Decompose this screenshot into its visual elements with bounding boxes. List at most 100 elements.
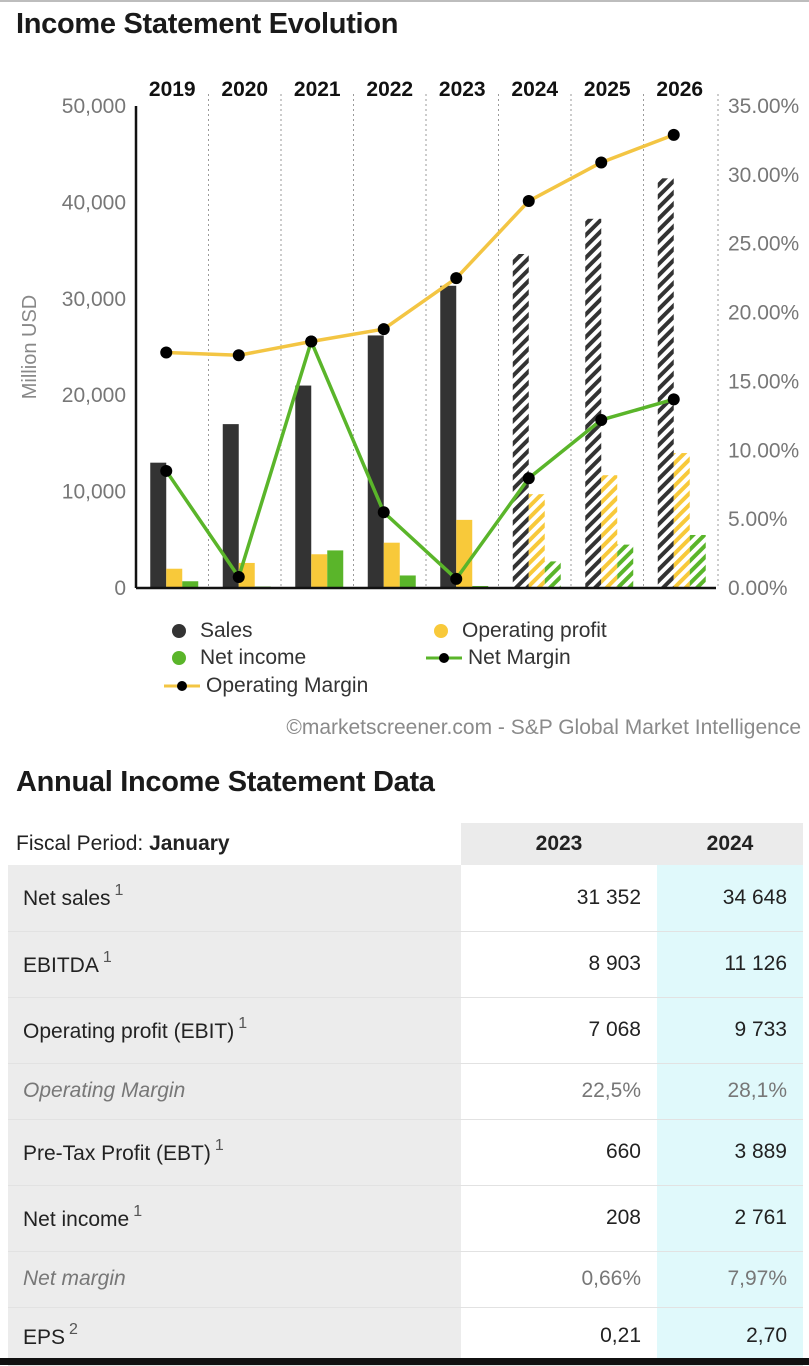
value-2024: 2 761 [657, 1185, 803, 1252]
sales-bar [657, 178, 674, 589]
operating-profit-bar [528, 494, 545, 588]
legend-operating-profit-swatch [434, 624, 448, 638]
y-tick-label: 0 [114, 577, 126, 600]
footnote-marker: 1 [114, 882, 124, 900]
top-divider [0, 0, 809, 2]
value-2024: 9 733 [657, 997, 803, 1064]
sales-bar [295, 385, 312, 588]
value-2024: 34 648 [657, 865, 803, 932]
y2-tick-label: 15.00% [728, 370, 799, 393]
value-2023: 208 [461, 1185, 657, 1252]
net-income-bar [182, 581, 199, 588]
legend-net-income-swatch [172, 651, 186, 665]
value-2023: 660 [461, 1119, 657, 1186]
y2-tick-label: 10.00% [728, 439, 799, 462]
operating-profit-bar [673, 453, 690, 588]
legend-operating-profit-label: Operating profit [462, 619, 607, 642]
x-tick-label: 2026 [656, 78, 703, 101]
table-row: Operating profit (EBIT) 1 7 068 9 733 [8, 997, 803, 1064]
legend-item-operating-margin: Operating Margin [164, 674, 368, 698]
value-2024: 7,97% [657, 1251, 803, 1308]
table-row: Operating Margin 22,5% 28,1% [8, 1063, 803, 1120]
value-2023: 0,66% [461, 1251, 657, 1308]
value-2024: 28,1% [657, 1063, 803, 1120]
operating-margin-point [232, 349, 245, 362]
y2-tick-label: 35.00% [728, 95, 799, 118]
table-row: Net income 1 208 2 761 [8, 1185, 803, 1252]
table-row: EBITDA 1 8 903 11 126 [8, 931, 803, 998]
table-row: EPS 2 0,21 2,70 [8, 1307, 803, 1366]
x-tick-label: 2022 [366, 78, 413, 101]
footnote-marker: 1 [238, 1014, 248, 1032]
sales-bar [440, 285, 457, 588]
x-tick-label: 2020 [221, 78, 268, 101]
legend-sales-swatch [172, 624, 186, 638]
operating-profit-bar [383, 542, 400, 588]
legend-sales-label: Sales [200, 619, 253, 642]
y-axis-title: Million USD [19, 295, 41, 399]
column-header-2023: 2023 [461, 823, 657, 865]
row-label: Operating Margin [8, 1063, 461, 1120]
row-label-text: Pre-Tax Profit (EBT) [23, 1141, 211, 1165]
chart-title: Income Statement Evolution [16, 8, 399, 40]
operating-margin-point [160, 346, 173, 359]
legend-net-income-label: Net income [200, 646, 307, 669]
footnote-marker: 1 [214, 1136, 224, 1154]
operating-margin-point [667, 128, 680, 141]
net-income-bar [689, 534, 706, 588]
y2-tick-label: 30.00% [728, 164, 799, 187]
row-label: EBITDA 1 [8, 931, 461, 998]
fiscal-period-label: Fiscal Period: [16, 832, 144, 855]
value-2024: 3 889 [657, 1119, 803, 1186]
net-margin-point [305, 335, 318, 348]
operating-profit-bar [601, 475, 618, 588]
net-margin-point [522, 472, 535, 485]
y-tick-label: 10,000 [62, 481, 126, 504]
footnote-marker: 1 [133, 1202, 143, 1220]
row-label: Net sales 1 [8, 865, 461, 932]
x-tick-label: 2023 [439, 78, 486, 101]
row-label-text: Net sales [23, 887, 111, 911]
footnote-marker: 2 [69, 1320, 78, 1338]
row-label-text: EPS [23, 1325, 66, 1349]
column-header-2024: 2024 [657, 823, 803, 865]
y-tick-label: 40,000 [62, 191, 126, 214]
value-2024: 11 126 [657, 931, 803, 998]
fiscal-period-cell: Fiscal Period: January [8, 823, 461, 865]
fiscal-period-value: January [149, 832, 230, 855]
value-2023: 0,21 [461, 1307, 657, 1366]
value-2024: 2,70 [657, 1307, 803, 1366]
chart-credit: ©marketscreener.com - S&P Global Market … [286, 716, 801, 739]
sales-bar [585, 218, 602, 588]
net-margin-point [667, 393, 680, 406]
net-margin-line [164, 339, 675, 581]
y-tick-label: 20,000 [62, 384, 126, 407]
x-tick-label: 2024 [511, 78, 558, 101]
row-label-text: Operating profit (EBIT) [23, 1019, 235, 1043]
operating-margin-line [166, 133, 675, 358]
y2-tick-label: 20.00% [728, 302, 799, 325]
net-margin-point [377, 506, 390, 519]
row-label: Net income 1 [8, 1185, 461, 1252]
sales-bar [367, 335, 384, 588]
legend-item-net-income: Net income [172, 646, 306, 670]
legend-net-margin-label: Net Margin [468, 646, 571, 669]
y2-tick-label: 5.00% [728, 508, 788, 531]
row-label-text: Operating Margin [23, 1079, 186, 1102]
table-row: Pre-Tax Profit (EBT) 1 660 3 889 [8, 1119, 803, 1186]
legend-item-sales: Sales [172, 619, 253, 643]
row-label: Operating profit (EBIT) 1 [8, 997, 461, 1064]
legend-item-operating-profit: Operating profit [434, 619, 607, 643]
net-margin-point [160, 464, 173, 477]
legend-net-margin-swatch [426, 653, 462, 663]
net-income-bar [617, 544, 634, 588]
sales-bar [512, 253, 529, 588]
legend-item-net-margin: Net Margin [426, 646, 571, 670]
table-row: Net margin 0,66% 7,97% [8, 1251, 803, 1308]
row-label: EPS 2 [8, 1307, 461, 1366]
bottom-bar [0, 1358, 809, 1365]
net-income-bar [399, 575, 416, 588]
row-label-text: EBITDA [23, 953, 99, 977]
x-tick-label: 2019 [149, 78, 196, 101]
net-margin-point [450, 572, 463, 585]
